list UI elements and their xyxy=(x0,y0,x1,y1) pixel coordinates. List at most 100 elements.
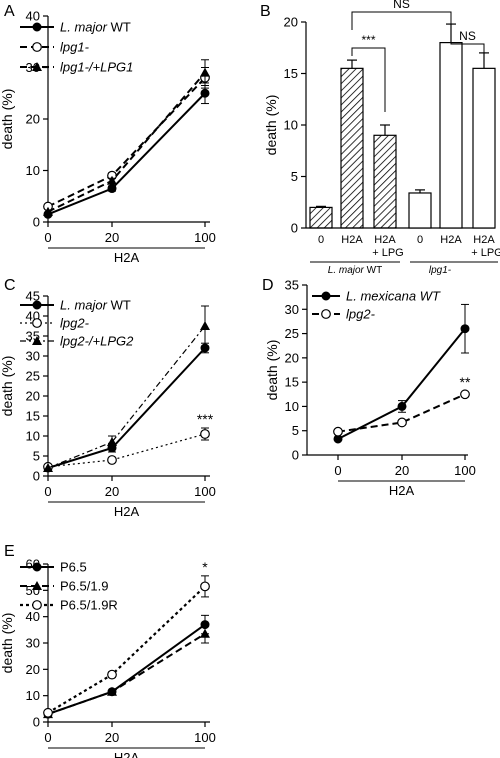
panel-b-bar xyxy=(373,134,397,229)
panel-c-x-tick-label: 100 xyxy=(194,484,216,499)
panel-e-x-tick-label: 0 xyxy=(44,730,51,745)
panel-c-legend-label: lpg2- xyxy=(60,316,90,331)
panel-d-point xyxy=(460,324,470,334)
panel-a-label: A xyxy=(4,3,15,20)
panel-e-xlabel: H2A xyxy=(114,750,140,758)
panel-b-bar xyxy=(408,192,432,229)
panel-e-legend-label: P6.5/1.9R xyxy=(60,598,118,613)
panel-d-point xyxy=(460,389,470,400)
panel-d-point xyxy=(333,426,343,437)
panel-c-legend-marker xyxy=(32,300,42,310)
panel-c-x-tick-label: 0 xyxy=(44,484,51,499)
panel-d-y-tick-label: 25 xyxy=(285,326,299,341)
panel-e-significance-label: * xyxy=(202,559,208,575)
panel-d-xlabel: H2A xyxy=(389,483,415,498)
panel-d-legend-label: L. mexicana WT xyxy=(346,289,441,304)
panel-c-ylabel: death (%) xyxy=(0,356,15,417)
panel-a-legend-label: lpg1-/+LPG1 xyxy=(60,60,133,75)
panel-b-bar xyxy=(439,41,463,229)
panel-a-point xyxy=(107,184,117,194)
panel-a-legend-marker xyxy=(32,42,42,52)
panel-d-legend-label: lpg2- xyxy=(346,307,376,322)
panel-e-ylabel: death (%) xyxy=(0,613,15,674)
panel-a-y-tick-label: 0 xyxy=(33,215,40,230)
panel-a-xlabel: H2A xyxy=(114,250,140,265)
panel-c-y-tick-label: 5 xyxy=(33,449,40,464)
panel-a-ylabel: death (%) xyxy=(0,89,15,150)
panel-b-y-tick-label: 0 xyxy=(291,221,298,236)
panel-c-y-tick-label: 30 xyxy=(26,349,40,364)
panel-c-legend-marker xyxy=(32,318,42,328)
panel-e-legend-marker xyxy=(32,581,42,590)
panel-e-y-tick-label: 0 xyxy=(33,715,40,730)
panel-d-y-tick-label: 15 xyxy=(285,375,299,390)
panel-a-y-tick-label: 20 xyxy=(26,112,40,127)
panel-c-y-tick-label: 15 xyxy=(26,409,40,424)
panel-e-point xyxy=(107,669,117,680)
panel-b-y-tick-label: 5 xyxy=(291,169,298,184)
panel-c-legend-label: lpg2-/+LPG2 xyxy=(60,334,134,349)
panel-c-y-tick-label: 10 xyxy=(26,429,40,444)
panel-e-point xyxy=(200,581,210,592)
panel-b-ylabel: death (%) xyxy=(263,95,279,156)
panel-d-y-tick-label: 20 xyxy=(285,350,299,365)
panel-b-bar xyxy=(340,67,364,229)
panel-a-legend-marker xyxy=(32,62,42,71)
panel-d-y-tick-label: 0 xyxy=(292,448,299,463)
panel-a-legend-marker xyxy=(32,22,42,32)
panel-b-ns-bracket xyxy=(450,22,485,55)
panel-d-legend-marker xyxy=(321,309,331,319)
panel-e-point xyxy=(107,686,117,696)
panel-d-series-line xyxy=(337,393,466,433)
panel-a-y-tick-label: 10 xyxy=(26,163,40,178)
panel-c-significance-label: *** xyxy=(197,411,214,427)
panel-c-series-line xyxy=(47,433,206,468)
panel-c-xlabel: H2A xyxy=(114,504,140,519)
panel-e-point xyxy=(43,707,53,718)
panel-c-point xyxy=(107,455,117,465)
panel-e-legend-label: P6.5/1.9 xyxy=(60,579,108,594)
panel-b-x-tick-label-line2: + LPG xyxy=(372,247,404,259)
panel-b-y-tick-label: 20 xyxy=(284,15,298,30)
panel-c-y-tick-label: 25 xyxy=(26,369,40,384)
panel-a-point xyxy=(43,206,53,216)
panel-d-x-tick-label: 20 xyxy=(395,463,409,478)
panel-b-x-tick-label: 0 xyxy=(318,234,324,246)
panel-c-point xyxy=(200,429,210,439)
panel-a-legend-label: lpg1- xyxy=(60,40,90,55)
panel-b-x-tick-label: H2A xyxy=(374,234,396,246)
panel-e-x-tick-label: 20 xyxy=(105,730,119,745)
panel-a-point xyxy=(200,67,210,77)
panel-e-y-tick-label: 30 xyxy=(26,636,40,651)
panel-c-series-line xyxy=(47,347,206,469)
panel-b-ns-bracket-label: NS xyxy=(393,0,410,11)
panel-b-x-tick-label: H2A xyxy=(473,234,495,246)
panel-e-label: E xyxy=(4,543,15,560)
panel-b-x-tick-label: H2A xyxy=(440,234,462,246)
panel-a-legend-label: L. major WT xyxy=(60,20,131,35)
panel-c-y-tick-label: 0 xyxy=(33,469,40,484)
panel-b-ns-bracket-label: NS xyxy=(459,29,476,43)
panel-e-y-tick-label: 40 xyxy=(26,609,40,624)
panel-d-y-tick-label: 5 xyxy=(292,423,299,438)
panel-e-legend-marker xyxy=(32,562,42,572)
panel-b-bar xyxy=(472,67,496,229)
panel-e-point xyxy=(200,628,210,638)
panel-d-y-tick-label: 30 xyxy=(285,302,299,317)
panel-e-legend-marker xyxy=(32,600,42,610)
panel-b-bar xyxy=(309,206,333,229)
panel-a-x-tick-label: 20 xyxy=(105,230,119,245)
panel-c-series-line xyxy=(47,325,206,469)
panel-c-legend-label: L. major WT xyxy=(60,298,131,313)
panel-c-y-tick-label: 20 xyxy=(26,389,40,404)
panel-c-label: C xyxy=(4,277,16,294)
panel-d-y-tick-label: 10 xyxy=(285,399,299,414)
panel-c-x-tick-label: 20 xyxy=(105,484,119,499)
panel-b-group-label: lpg1- xyxy=(429,265,452,276)
panel-a-series-line xyxy=(47,77,206,208)
panel-a-point xyxy=(107,175,117,185)
